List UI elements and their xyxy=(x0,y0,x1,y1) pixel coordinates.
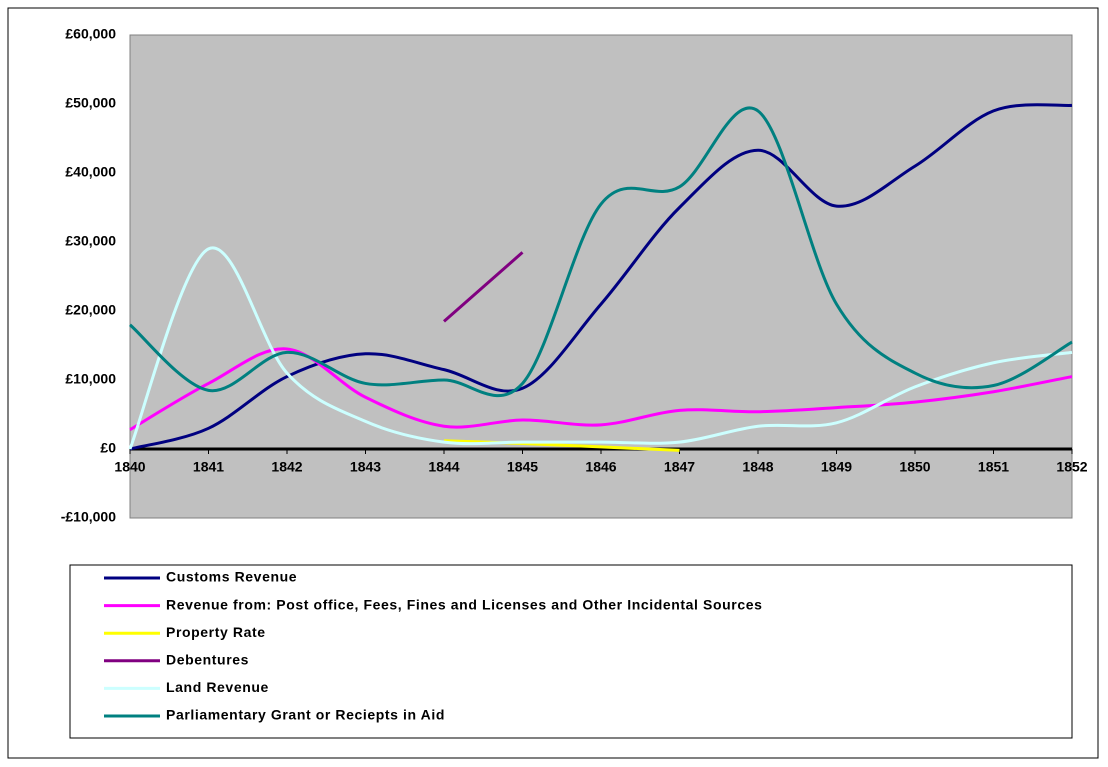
x-tick-label: 1847 xyxy=(664,459,695,475)
legend-label: Customs Revenue xyxy=(166,569,297,585)
y-tick-label: £20,000 xyxy=(65,302,116,318)
y-tick-label: £50,000 xyxy=(65,95,116,111)
legend-label: Debentures xyxy=(166,652,249,668)
y-tick-label: £10,000 xyxy=(65,371,116,387)
series-line xyxy=(128,246,1073,450)
x-tick-label: 1849 xyxy=(821,459,852,475)
y-tick-label: £0 xyxy=(100,440,116,456)
series-line xyxy=(443,439,680,452)
x-tick-label: 1844 xyxy=(428,459,459,475)
legend-label: Parliamentary Grant or Reciepts in Aid xyxy=(166,707,445,723)
series-line xyxy=(129,103,1073,451)
x-tick-label: 1846 xyxy=(585,459,616,475)
y-tick-label: -£10,000 xyxy=(61,509,116,525)
legend-box xyxy=(69,564,1073,739)
x-tick-label: 1850 xyxy=(899,459,930,475)
y-tick-label: £40,000 xyxy=(65,164,116,180)
legend: Customs Revenue Revenue from: Post office… xyxy=(104,569,762,723)
y-tick-label: £60,000 xyxy=(65,26,116,42)
legend-label: Revenue from: Post office, Fees, Fines a… xyxy=(166,596,762,612)
x-tick-label: 1845 xyxy=(507,459,538,475)
x-tick-label: 1852 xyxy=(1056,459,1087,475)
x-tick-label: 1848 xyxy=(742,459,773,475)
series-line xyxy=(129,106,1073,398)
legend-label: Land Revenue xyxy=(166,679,269,695)
x-tick-label: 1843 xyxy=(350,459,381,475)
lines xyxy=(128,103,1073,452)
x-tick-label: 1851 xyxy=(978,459,1009,475)
plot-area xyxy=(129,34,1073,519)
y-tick-label: £30,000 xyxy=(65,233,116,249)
x-tick-label: 1842 xyxy=(271,459,302,475)
labels: -£10,000 £0 £10,000 £20,000 £30,000 £40,000 £5… xyxy=(61,26,1088,525)
grid xyxy=(129,447,1073,454)
legend-label: Property Rate xyxy=(166,624,266,640)
x-tick-label: 1840 xyxy=(114,459,145,475)
x-tick-label: 1841 xyxy=(193,459,224,475)
series-line xyxy=(443,251,524,323)
series-line xyxy=(129,347,1073,431)
